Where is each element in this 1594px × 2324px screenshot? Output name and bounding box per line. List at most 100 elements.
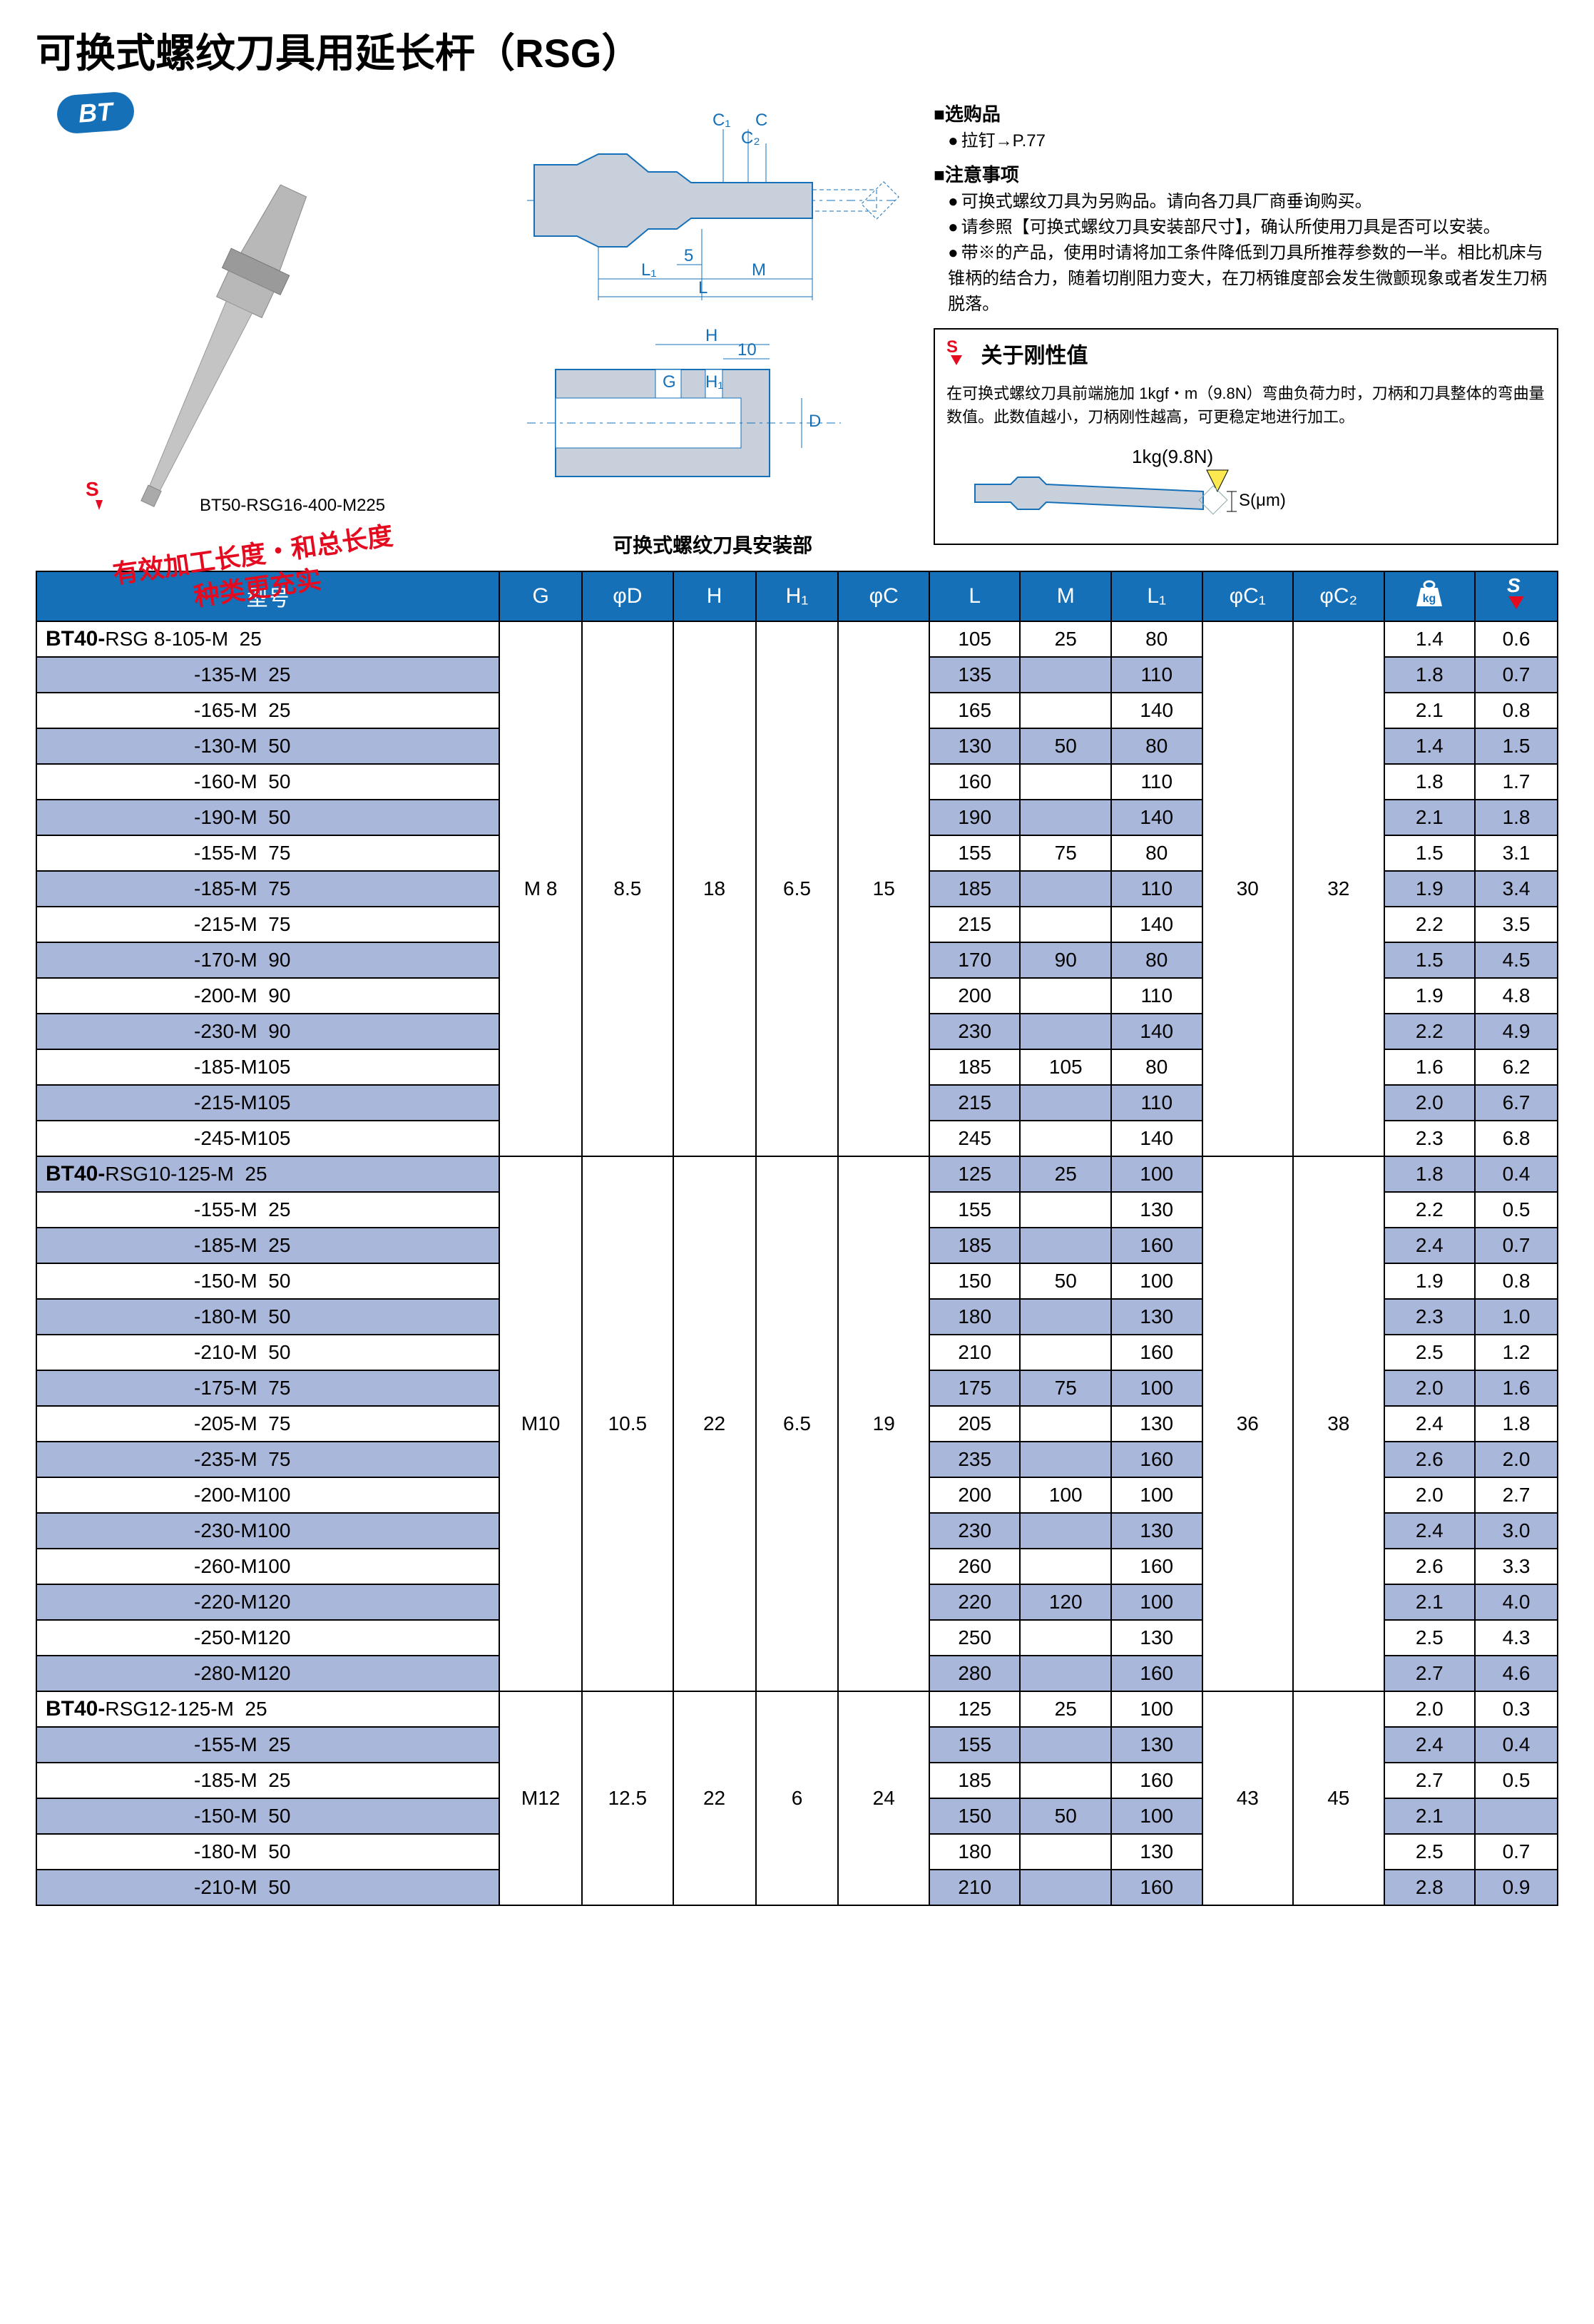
cell-L1: 160: [1111, 1442, 1202, 1477]
svg-text:M: M: [752, 260, 766, 280]
model-cell: -190-M 50: [36, 800, 499, 835]
spec-table: 型号GφDHH₁φCLML₁φC₁φC₂kgS BT40-RSG 8-105-M…: [36, 571, 1558, 1906]
cell-M: [1020, 871, 1111, 907]
cell-kg: 1.8: [1384, 657, 1476, 693]
cell-S: 0.4: [1475, 1727, 1558, 1763]
model-cell: -175-M 75: [36, 1370, 499, 1406]
note-item: 请参照【可换式螺纹刀具安装部尺寸】，确认所使用刀具是否可以安装。: [948, 215, 1558, 240]
cell-S: 3.3: [1475, 1549, 1558, 1584]
cell-M: 25: [1020, 1156, 1111, 1192]
cell-S: 3.5: [1475, 907, 1558, 942]
column-header: φC: [838, 571, 929, 621]
cell-S: [1475, 1798, 1558, 1834]
cell-phiC1: 30: [1202, 621, 1294, 1156]
cell-L: 215: [929, 907, 1021, 942]
cell-S: 3.4: [1475, 871, 1558, 907]
cell-L1: 160: [1111, 1870, 1202, 1905]
cell-kg: 2.4: [1384, 1228, 1476, 1263]
photo-label: BT50-RSG16-400-M225: [200, 496, 385, 516]
note-item: 可换式螺纹刀具为另购品。请向各刀具厂商垂询购买。: [948, 189, 1558, 215]
cell-M: [1020, 1085, 1111, 1121]
svg-text:C: C: [755, 111, 767, 130]
model-cell: -205-M 75: [36, 1406, 499, 1442]
cell-S: 0.9: [1475, 1870, 1558, 1905]
cell-S: 0.5: [1475, 1763, 1558, 1798]
cell-L: 130: [929, 728, 1021, 764]
tool-photo: S: [64, 160, 378, 531]
cell-M: [1020, 1620, 1111, 1656]
model-cell: -155-M 25: [36, 1727, 499, 1763]
cell-kg: 2.4: [1384, 1406, 1476, 1442]
cell-L1: 100: [1111, 1584, 1202, 1620]
cell-L: 160: [929, 764, 1021, 800]
cell-H1: 6.5: [756, 621, 839, 1156]
cell-kg: 2.1: [1384, 1798, 1476, 1834]
svg-text:5: 5: [684, 246, 693, 265]
cell-L: 180: [929, 1834, 1021, 1870]
cell-kg: 2.3: [1384, 1299, 1476, 1335]
cell-L1: 100: [1111, 1691, 1202, 1727]
cell-S: 1.6: [1475, 1370, 1558, 1406]
cell-L1: 100: [1111, 1370, 1202, 1406]
svg-text:C₂: C₂: [741, 128, 760, 148]
dimension-diagram-2: H 10 G H₁ D: [513, 312, 912, 519]
cell-M: [1020, 1335, 1111, 1370]
table-row: BT40-RSG12-125-M 25M1212.522624125251004…: [36, 1691, 1558, 1727]
cell-L: 235: [929, 1442, 1021, 1477]
model-cell: -165-M 25: [36, 693, 499, 728]
cell-S: 3.0: [1475, 1513, 1558, 1549]
svg-text:C₁: C₁: [712, 111, 730, 130]
svg-text:H₁: H₁: [705, 372, 723, 392]
cell-phiC2: 38: [1293, 1156, 1384, 1691]
cell-M: 100: [1020, 1477, 1111, 1513]
cell-phiC: 24: [838, 1691, 929, 1905]
svg-text:S: S: [1507, 576, 1521, 596]
cell-L1: 140: [1111, 693, 1202, 728]
cell-M: 90: [1020, 942, 1111, 978]
cell-L1: 130: [1111, 1620, 1202, 1656]
rigidity-text: 在可换式螺纹刀具前端施加 1kgf・m（9.8N）弯曲负荷力时，刀柄和刀具整体的…: [946, 382, 1546, 429]
cell-L: 105: [929, 621, 1021, 657]
cell-G: M10: [499, 1156, 582, 1691]
cell-M: [1020, 978, 1111, 1014]
cell-kg: 2.2: [1384, 1014, 1476, 1049]
cell-S: 0.8: [1475, 1263, 1558, 1299]
cell-L: 230: [929, 1513, 1021, 1549]
cell-L: 150: [929, 1798, 1021, 1834]
cell-S: 0.7: [1475, 1834, 1558, 1870]
cell-L: 220: [929, 1584, 1021, 1620]
svg-text:S(μm): S(μm): [1239, 491, 1286, 510]
cell-S: 0.4: [1475, 1156, 1558, 1192]
cell-L1: 140: [1111, 1014, 1202, 1049]
model-cell: -185-M 75: [36, 871, 499, 907]
option-item: 拉钉→P.77: [948, 128, 1558, 154]
cell-L: 260: [929, 1549, 1021, 1584]
cell-L1: 110: [1111, 1085, 1202, 1121]
cell-S: 6.7: [1475, 1085, 1558, 1121]
cell-kg: 2.5: [1384, 1620, 1476, 1656]
weight-icon: kg: [1414, 578, 1445, 609]
cell-L: 245: [929, 1121, 1021, 1156]
cell-L1: 80: [1111, 621, 1202, 657]
cell-M: [1020, 1228, 1111, 1263]
model-cell: -250-M120: [36, 1620, 499, 1656]
cell-L: 200: [929, 978, 1021, 1014]
cell-kg: 1.8: [1384, 1156, 1476, 1192]
cell-L1: 110: [1111, 657, 1202, 693]
cell-S: 2.0: [1475, 1442, 1558, 1477]
cell-H: 22: [673, 1691, 756, 1905]
cell-L: 180: [929, 1299, 1021, 1335]
cell-kg: 2.0: [1384, 1477, 1476, 1513]
model-cell: -170-M 90: [36, 942, 499, 978]
cell-S: 0.6: [1475, 621, 1558, 657]
cell-kg: 1.5: [1384, 835, 1476, 871]
cell-L1: 80: [1111, 942, 1202, 978]
cell-S: 6.2: [1475, 1049, 1558, 1085]
cell-L: 125: [929, 1156, 1021, 1192]
cell-L1: 130: [1111, 1513, 1202, 1549]
cell-S: 0.3: [1475, 1691, 1558, 1727]
model-cell: -210-M 50: [36, 1335, 499, 1370]
model-cell: -220-M120: [36, 1584, 499, 1620]
cell-L1: 160: [1111, 1549, 1202, 1584]
cell-L1: 130: [1111, 1192, 1202, 1228]
